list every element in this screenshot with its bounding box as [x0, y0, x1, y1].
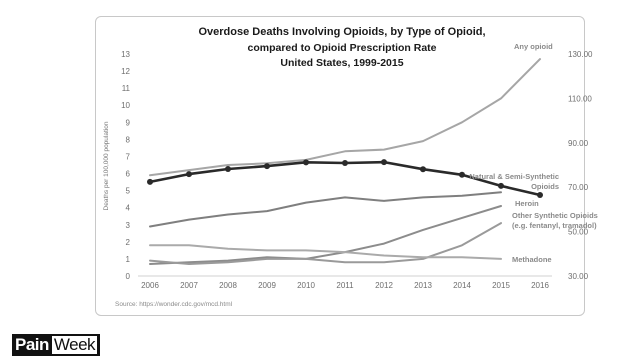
series-marker-opioid-prescription-rate [420, 166, 426, 173]
series-line-methadone [149, 244, 502, 260]
y-axis-title: Deaths per 100,000 population [103, 121, 110, 210]
series-label-any-opioid: Any opioid [514, 42, 553, 51]
painweek-logo: Pain Week [12, 334, 101, 356]
x-tick-label: 2010 [297, 281, 315, 290]
y-tick-label: 1 [126, 255, 131, 264]
y-tick-label: 13 [121, 50, 130, 59]
series-line-natural-semi-synthetic-opioids [149, 191, 502, 228]
y-tick-label: 3 [126, 221, 131, 230]
series-marker-opioid-prescription-rate [342, 160, 348, 167]
series-marker-opioid-prescription-rate [186, 171, 192, 178]
y-tick-label: 8 [126, 135, 131, 144]
series-marker-opioid-prescription-rate [147, 178, 153, 185]
y-tick-label: 6 [126, 170, 131, 179]
x-tick-label: 2011 [336, 281, 354, 290]
x-tick-label: 2009 [258, 281, 276, 290]
y-tick-label: 10 [121, 101, 130, 110]
y2-tick-label: 110.00 [568, 94, 592, 103]
y-tick-label: 5 [126, 187, 131, 196]
y-tick-label: 2 [126, 238, 131, 247]
chart-source: Source: https://wonder.cdc.gov/mcd.html [115, 301, 233, 308]
series-marker-opioid-prescription-rate [225, 165, 231, 172]
chart-title: Overdose Deaths Involving Opioids, by Ty… [198, 26, 485, 38]
chart-subtitle: compared to Opioid Prescription Rate [247, 42, 436, 54]
series-line-heroin [149, 205, 502, 265]
y2-tick-label: 30.00 [568, 272, 589, 281]
chart-subtitle-2: United States, 1999-2015 [280, 57, 403, 69]
series-label-natural-semi-synthetic-opioids: Natural & Semi-Synthetic Opioids [469, 172, 559, 191]
logo-text-pain: Pain [12, 334, 52, 356]
y-tick-label: 0 [126, 272, 131, 281]
x-tick-label: 2016 [531, 281, 549, 290]
x-tick-label: 2015 [492, 281, 510, 290]
series-marker-opioid-prescription-rate [381, 159, 387, 166]
y-tick-label: 12 [121, 67, 130, 76]
y-tick-label: 4 [126, 204, 131, 213]
y-tick-label: 7 [126, 152, 131, 161]
series-line-other-synthetic-opioids-e-g-fentanyl-tramadol [149, 222, 502, 265]
y-tick-label: 9 [126, 118, 131, 127]
series-marker-opioid-prescription-rate [303, 159, 309, 166]
series-marker-opioid-prescription-rate [537, 191, 543, 198]
series-label-other-synthetic-opioids-e-g-fentanyl-tramadol: Other Synthetic Opioids (e.g. fentanyl, t… [512, 211, 598, 230]
series-label-methadone: Methadone [512, 255, 552, 264]
logo-text-week: Week [51, 335, 98, 354]
series-line-any-opioid [149, 58, 541, 177]
chart-frame [95, 16, 585, 316]
x-tick-label: 2006 [141, 281, 159, 290]
x-tick-label: 2013 [414, 281, 432, 290]
y2-tick-label: 70.00 [568, 183, 589, 192]
series-marker-opioid-prescription-rate [264, 163, 270, 170]
series-marker-opioid-prescription-rate [498, 182, 504, 189]
x-tick-label: 2014 [453, 281, 471, 290]
x-tick-label: 2008 [219, 281, 237, 290]
series-label-heroin: Heroin [515, 199, 539, 208]
y2-tick-label: 130.00 [568, 50, 593, 59]
y-tick-label: 11 [122, 84, 131, 93]
series-marker-opioid-prescription-rate [459, 171, 465, 178]
x-tick-label: 2012 [375, 281, 393, 290]
y2-tick-label: 50.00 [568, 228, 589, 237]
y2-tick-label: 90.00 [568, 139, 589, 148]
x-tick-label: 2007 [180, 281, 198, 290]
